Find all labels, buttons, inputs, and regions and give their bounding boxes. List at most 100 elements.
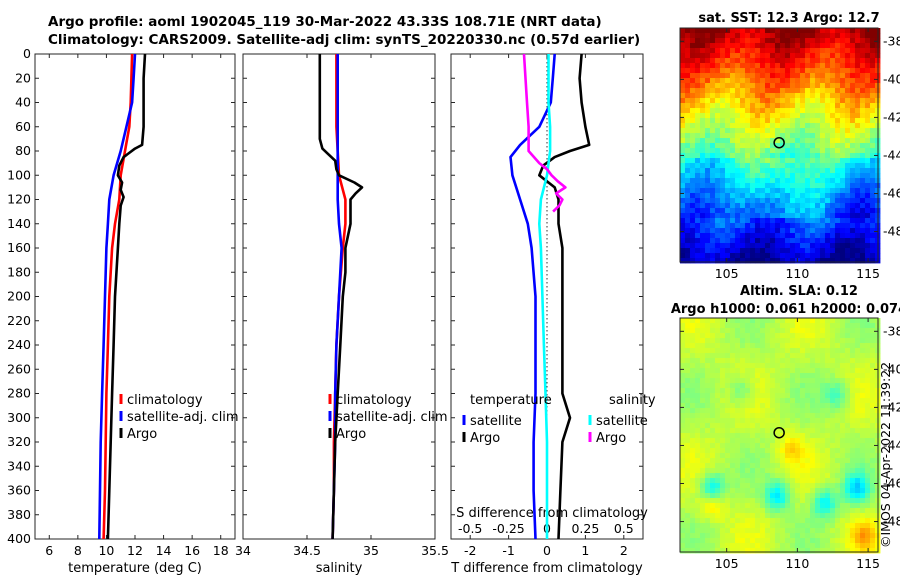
map-cell: [705, 548, 711, 554]
map-cell: [760, 228, 766, 234]
map-cell: [815, 423, 821, 429]
legend-label: Argo: [336, 427, 366, 442]
map-cell: [755, 113, 761, 119]
map-cell: [830, 208, 836, 214]
map-cell: [745, 528, 751, 534]
map-cell: [830, 83, 836, 89]
map-cell: [830, 63, 836, 69]
map-cell: [870, 238, 876, 244]
map-cell: [765, 518, 771, 524]
map-cell: [845, 338, 851, 344]
map-cell: [735, 383, 741, 389]
map-cell: [740, 233, 746, 239]
map-cell: [790, 408, 796, 414]
map-cell: [865, 338, 871, 344]
map-cell: [760, 423, 766, 429]
map-cell: [740, 188, 746, 194]
map-cell: [720, 398, 726, 404]
map-cell: [795, 73, 801, 79]
map-cell: [680, 503, 686, 509]
map-cell: [860, 378, 866, 384]
map-cell: [850, 138, 856, 144]
map-cell: [735, 338, 741, 344]
map-cell: [815, 128, 821, 134]
map-cell: [680, 148, 686, 154]
map-cell: [765, 123, 771, 129]
map-cell: [815, 68, 821, 74]
map-cell: [835, 68, 841, 74]
map-cell: [790, 483, 796, 489]
map-cell: [695, 528, 701, 534]
map-cell: [855, 203, 861, 209]
map-cell: [820, 513, 826, 519]
map-cell: [690, 63, 696, 69]
map-cell: [685, 253, 691, 259]
map-cell: [775, 513, 781, 519]
map-cell: [795, 413, 801, 419]
map-cell: [795, 193, 801, 199]
map-cell: [760, 123, 766, 129]
map-cell: [840, 343, 846, 349]
map-cell: [845, 118, 851, 124]
map-cell: [815, 338, 821, 344]
map-cell: [775, 388, 781, 394]
map-frame: [679, 317, 879, 553]
map-cell: [765, 483, 771, 489]
map-cell: [725, 453, 731, 459]
map-cell: [715, 373, 721, 379]
map-cell: [835, 373, 841, 379]
map-cell: [690, 73, 696, 79]
x-tick-label: 35: [363, 543, 379, 558]
map-cell: [680, 433, 686, 439]
map-cell: [725, 518, 731, 524]
map-cell: [855, 233, 861, 239]
map-cell: [840, 413, 846, 419]
map-cell: [690, 473, 696, 479]
map-cell: [750, 493, 756, 499]
map-cell: [800, 43, 806, 49]
map-cell: [750, 243, 756, 249]
map-cell: [715, 68, 721, 74]
map-cell: [805, 448, 811, 454]
map-cell: [700, 208, 706, 214]
x-tick-label: 2: [620, 543, 628, 558]
map-cell: [715, 508, 721, 514]
map-cell: [720, 188, 726, 194]
map-cell: [765, 393, 771, 399]
map-cell: [800, 113, 806, 119]
map-cell: [855, 468, 861, 474]
map-cell: [695, 193, 701, 199]
map-cell: [715, 253, 721, 259]
map-cell: [815, 58, 821, 64]
map-cell: [680, 333, 686, 339]
map-cell: [740, 418, 746, 424]
map-cell: [870, 133, 876, 139]
map-cell: [735, 133, 741, 139]
map-cell: [810, 383, 816, 389]
map-cell: [795, 153, 801, 159]
map-cell: [830, 188, 836, 194]
map-cell: [685, 343, 691, 349]
map-cell: [805, 258, 811, 264]
map-cell: [865, 48, 871, 54]
map-cell: [710, 193, 716, 199]
map-cell: [870, 203, 876, 209]
map-cell: [845, 143, 851, 149]
map-cell: [815, 533, 821, 539]
map-cell: [750, 253, 756, 259]
map-cell: [870, 538, 876, 544]
map-cell: [680, 208, 686, 214]
map-cell: [715, 353, 721, 359]
map-cell: [770, 353, 776, 359]
map-cell: [820, 408, 826, 414]
map-cell: [725, 218, 731, 224]
map-cell: [680, 143, 686, 149]
map-cell: [745, 323, 751, 329]
map-cell: [830, 493, 836, 499]
map-cell: [690, 163, 696, 169]
map-cell: [790, 503, 796, 509]
map-cell: [865, 383, 871, 389]
map-cell: [745, 193, 751, 199]
map-cell: [720, 243, 726, 249]
map-cell: [760, 518, 766, 524]
